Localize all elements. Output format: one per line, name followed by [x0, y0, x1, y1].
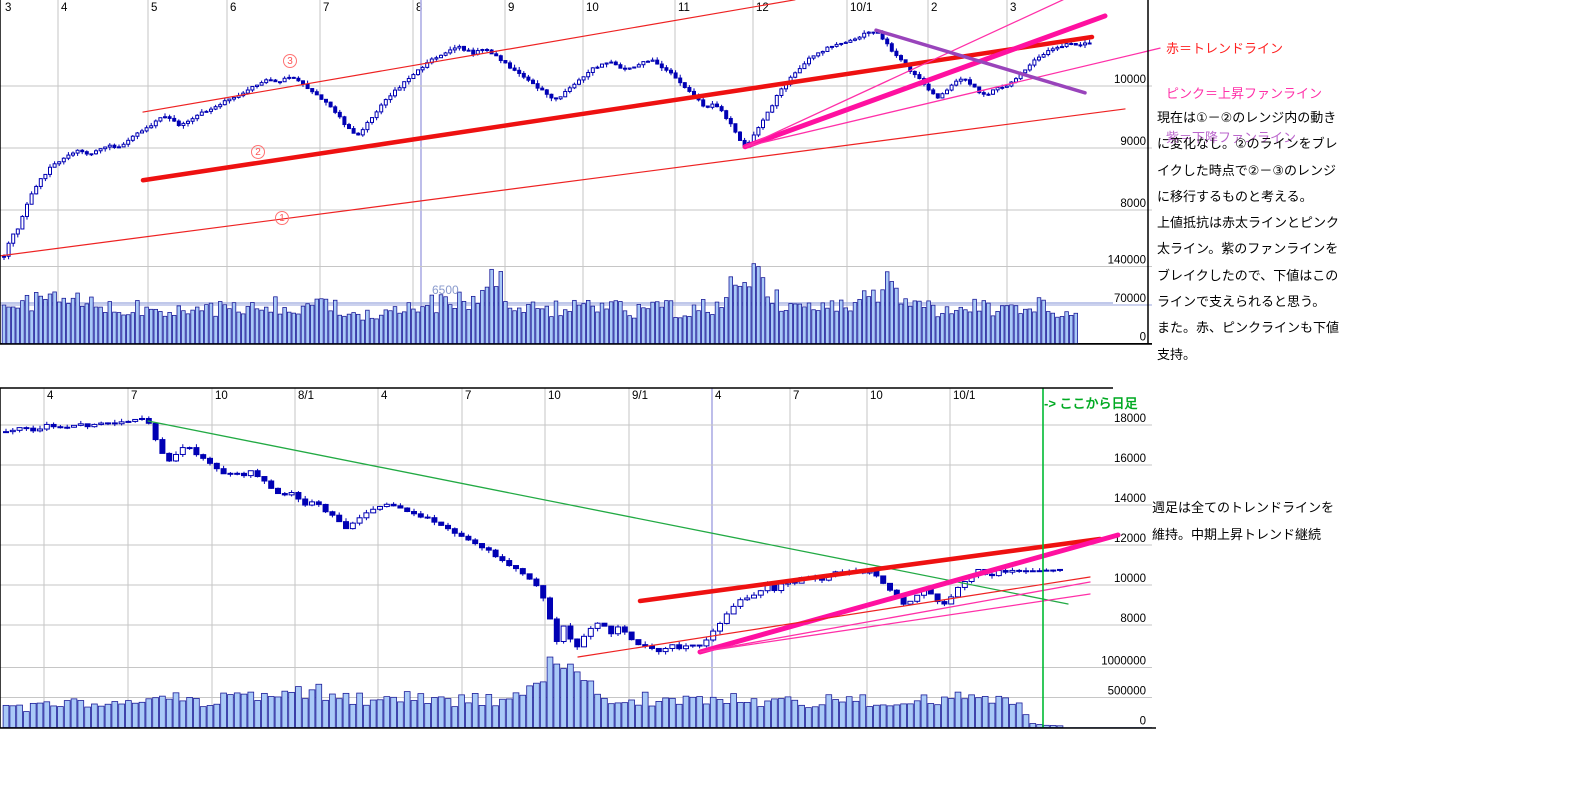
range-line-1-label: 1: [275, 211, 289, 225]
svg-text:9: 9: [508, 2, 514, 14]
svg-text:7: 7: [131, 390, 137, 402]
daily-chart: 3 4 5 6 7 8 9 10 11 12 10/1 2 3100009000800014000070…: [0, 0, 1161, 345]
svg-text:3: 3: [1010, 2, 1016, 14]
svg-text:10000: 10000: [1114, 74, 1146, 86]
svg-text:70000: 70000: [1114, 293, 1146, 305]
svg-text:6: 6: [230, 2, 236, 14]
svg-text:8000: 8000: [1120, 613, 1146, 625]
svg-text:4: 4: [715, 390, 722, 402]
svg-text:10: 10: [870, 390, 883, 402]
svg-text:0: 0: [1140, 716, 1146, 728]
svg-text:0: 0: [1140, 332, 1146, 344]
range-line-3-label: 3: [283, 54, 297, 68]
svg-text:14000: 14000: [1114, 493, 1146, 505]
weekly-chart-note: 週足は全てのトレンドラインを 維持。中期上昇トレンド継続: [1152, 500, 1335, 542]
svg-text:8: 8: [416, 2, 422, 14]
svg-text:12: 12: [756, 2, 769, 14]
range-line-2-label: 2: [251, 145, 265, 159]
svg-text:4: 4: [381, 390, 388, 402]
svg-text:10/1: 10/1: [850, 2, 872, 14]
weekly-chart: 4 7 10 8/1 4 7 10 9/1 4 7 10 10/1 18000 16000 14000 120…: [0, 387, 1156, 729]
svg-text:4: 4: [61, 2, 68, 14]
svg-text:16000: 16000: [1114, 453, 1146, 465]
trendline-legend: 赤＝トレンドライン ピンク＝上昇ファンライン 紫＝下降ファンライン: [1166, 18, 1322, 170]
svg-text:5: 5: [151, 2, 157, 14]
svg-text:140000: 140000: [1108, 255, 1146, 267]
support-level-6500-label: 6500: [432, 283, 459, 297]
svg-text:11: 11: [678, 2, 690, 14]
svg-text:10/1: 10/1: [953, 390, 975, 402]
svg-text:2: 2: [931, 2, 937, 14]
svg-text:10: 10: [586, 2, 599, 14]
svg-text:4: 4: [47, 390, 54, 402]
svg-text:10: 10: [548, 390, 561, 402]
svg-text:7: 7: [793, 390, 799, 402]
svg-text:8/1: 8/1: [298, 390, 314, 402]
svg-text:7: 7: [323, 2, 329, 14]
svg-text:1000000: 1000000: [1101, 656, 1146, 668]
svg-text:3: 3: [5, 2, 11, 14]
svg-text:9/1: 9/1: [632, 390, 648, 402]
svg-text:10: 10: [215, 390, 228, 402]
daily-from-here-label: -> ここから日足: [1044, 396, 1138, 411]
svg-text:9000: 9000: [1120, 136, 1146, 148]
svg-text:8000: 8000: [1120, 198, 1146, 210]
legend-purple-fanline: 紫＝下降ファンライン: [1166, 130, 1297, 145]
svg-text:12000: 12000: [1114, 533, 1146, 545]
legend-red-trendline: 赤＝トレンドライン: [1166, 41, 1284, 56]
svg-text:10000: 10000: [1114, 573, 1146, 585]
svg-text:18000: 18000: [1114, 413, 1146, 425]
daily-chart-commentary: 現在は①－②のレンジ内の動き に変化なし。②のラインをブレ イクした時点で②－③…: [1157, 110, 1340, 362]
svg-text:500000: 500000: [1108, 686, 1146, 698]
svg-text:7: 7: [465, 390, 471, 402]
legend-pink-fanline: ピンク＝上昇ファンライン: [1166, 85, 1323, 101]
